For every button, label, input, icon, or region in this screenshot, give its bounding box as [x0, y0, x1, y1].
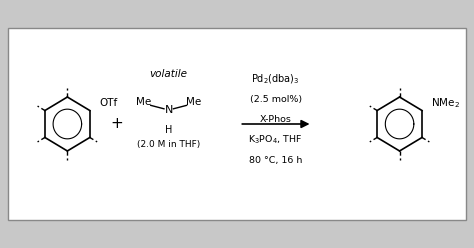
Text: Pd$_2$(dba)$_3$: Pd$_2$(dba)$_3$: [251, 72, 300, 86]
Text: (2.5 mol%): (2.5 mol%): [250, 95, 302, 104]
Text: +: +: [110, 117, 123, 131]
Text: Me: Me: [186, 97, 202, 107]
Text: N: N: [164, 105, 173, 115]
Text: X-Phos: X-Phos: [260, 115, 292, 124]
Text: Me: Me: [136, 97, 151, 107]
Text: OTf: OTf: [99, 98, 117, 108]
Text: K$_3$PO$_4$, THF: K$_3$PO$_4$, THF: [248, 133, 303, 146]
Text: NMe$_2$: NMe$_2$: [431, 96, 460, 110]
Text: 80 °C, 16 h: 80 °C, 16 h: [249, 156, 302, 165]
Text: H: H: [165, 125, 173, 135]
Text: volatile: volatile: [150, 69, 188, 79]
FancyBboxPatch shape: [9, 28, 465, 220]
Text: (2.0 M in THF): (2.0 M in THF): [137, 140, 201, 149]
